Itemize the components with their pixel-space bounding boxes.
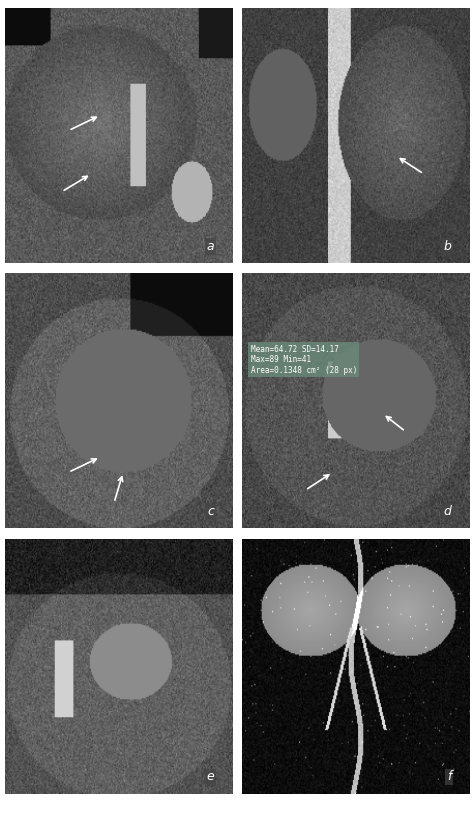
Text: f: f [447,770,451,783]
Text: d: d [443,505,451,519]
Text: b: b [443,240,451,253]
Text: a: a [207,240,214,253]
Text: e: e [207,770,214,783]
Text: c: c [207,505,214,519]
Text: Mean=64.72 SD=14.17
Max=89 Min=41
Area=0.1348 cm² (28 px): Mean=64.72 SD=14.17 Max=89 Min=41 Area=0… [251,345,357,374]
